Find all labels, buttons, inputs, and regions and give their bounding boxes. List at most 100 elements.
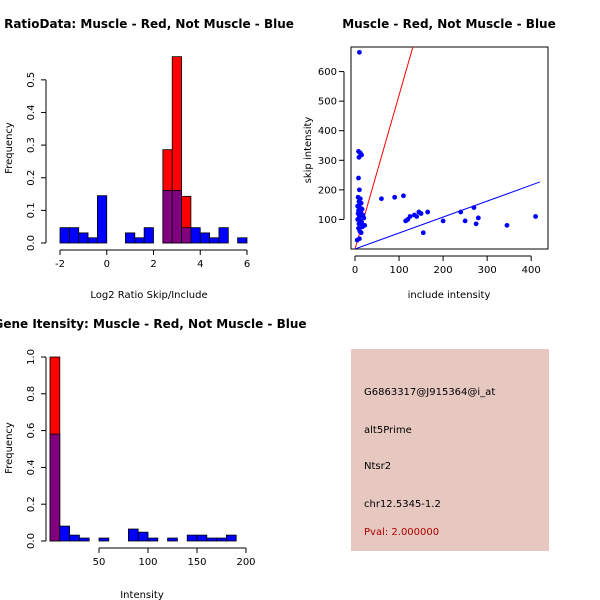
ratio-histogram-xlabel: Log2 Ratio Skip/Include — [90, 290, 207, 301]
scatter-muscle-reference-line — [354, 47, 414, 249]
scatter-point-38 — [414, 214, 420, 219]
scatter-x-tick-label-0: 0 — [352, 265, 358, 276]
scatter-x-tick-label-2: 200 — [434, 265, 453, 276]
scatter-point-44 — [458, 209, 464, 215]
ratio-histogram-y-tick-label-1: 0.1 — [26, 202, 37, 218]
ratio-histogram-y-tick-label-5: 0.5 — [26, 72, 37, 88]
scatter-xlabel: include intensity — [408, 290, 491, 301]
intensity-histogram-not-muscle-bar-13 — [225, 534, 237, 542]
scatter-point-49 — [504, 222, 510, 228]
ratio-histogram-panel: RatioData: Muscle - Red, Not Muscle - Bl… — [4, 17, 294, 301]
scatter-point-4 — [356, 154, 362, 160]
intensity-histogram-x-tick-label-2: 150 — [187, 557, 206, 568]
ratio-histogram-not-muscle-bar-4 — [97, 195, 108, 244]
ratio-histogram-y-tick-label-0: 0.0 — [26, 235, 37, 251]
scatter-y-tick-label-2: 300 — [318, 156, 337, 167]
intensity-histogram-not-muscle-bar-7 — [147, 537, 159, 542]
scatter-point-30 — [354, 237, 360, 243]
ratio-histogram-not-muscle-bar-2 — [78, 232, 89, 244]
scatter-point-10 — [358, 200, 364, 206]
scatter-point-31 — [379, 196, 384, 202]
gene-name: Ntsr2 — [364, 461, 392, 472]
ratio-histogram-y-tick-label-4: 0.4 — [26, 105, 37, 121]
intensity-histogram-not-muscle-bar-12 — [216, 537, 227, 542]
scatter-y-tick-label-5: 600 — [318, 67, 337, 78]
scatter-point-6 — [357, 187, 362, 193]
ratio-histogram-y-tick-label-2: 0.2 — [26, 170, 37, 186]
scatter-point-23 — [356, 221, 362, 227]
ratio-histogram-not-muscle-bar-11 — [190, 227, 201, 244]
scatter-point-25 — [360, 224, 365, 230]
ratio-histogram-ylabel: Frequency — [4, 122, 15, 174]
scatter-point-46 — [471, 205, 477, 211]
ratio-histogram-x-tick-label-2: 2 — [150, 259, 156, 270]
intensity-histogram-not-muscle-bar-10 — [196, 534, 208, 542]
scatter-point-43 — [440, 218, 446, 224]
ratio-histogram-not-muscle-bar-12 — [199, 232, 210, 244]
scatter-point-48 — [475, 215, 481, 221]
ratio-histogram-title: RatioData: Muscle - Red, Not Muscle - Bl… — [4, 17, 294, 31]
scatter-ylabel: skip intensity — [303, 117, 314, 184]
intensity-histogram-not-muscle-bar-3 — [79, 537, 90, 542]
intensity-histogram-x-tick-label-1: 100 — [138, 557, 157, 568]
probe-id: G6863317@J915364@i_at — [364, 387, 496, 398]
scatter-point-0 — [357, 49, 362, 55]
ratio-histogram-axes: -2 0 2 4 6 0.0 0.1 0.2 0.3 0.4 0.5 — [26, 72, 250, 270]
intensity-histogram-bars — [49, 356, 237, 542]
scatter-y-tick-label-1: 200 — [318, 185, 337, 196]
ratio-histogram-not-muscle-bar-14 — [218, 227, 229, 244]
ratio-histogram-x-tick-label-4: 6 — [244, 259, 250, 270]
intensity-histogram-not-muscle-bar-6 — [137, 531, 149, 542]
scatter-y-tick-label-0: 100 — [318, 215, 337, 226]
intensity-histogram-y-tick-label-0: 0.0 — [26, 533, 37, 549]
intensity-histogram-y-tick-label-3: 0.6 — [26, 423, 37, 439]
ratio-histogram-bars — [59, 56, 248, 244]
scatter-point-19 — [361, 215, 367, 221]
scatter-point-32 — [392, 194, 398, 200]
scatter-x-tick-label-4: 400 — [522, 265, 541, 276]
ratio-histogram-x-tick-label-0: -2 — [55, 259, 65, 270]
ratio-histogram-not-muscle-bar-5 — [125, 232, 136, 244]
ratio-histogram-not-muscle-bar-3 — [87, 237, 98, 244]
genomic-location: chr12.5345-1.2 — [364, 499, 441, 510]
scatter-axes: 0 100 200 300 400 100 200 300 400 500 600 — [318, 67, 541, 276]
intensity-histogram-x-tick-label-3: 200 — [236, 557, 255, 568]
scatter-y-tick-label-4: 500 — [318, 97, 337, 108]
scatter-point-41 — [420, 230, 426, 236]
scatter-point-28 — [358, 230, 364, 236]
intensity-histogram-not-muscle-bar-8 — [167, 537, 178, 542]
scatter-plot-area — [354, 47, 541, 249]
ratio-histogram-x-tick-label-3: 4 — [197, 259, 203, 270]
scatter-y-tick-label-3: 400 — [318, 126, 337, 137]
intensity-histogram-not-muscle-bar-1 — [59, 525, 70, 542]
ratio-histogram-y-tick-label-3: 0.3 — [26, 137, 37, 153]
ratio-histogram-not-muscle-bar-10 — [181, 227, 192, 244]
intensity-histogram-panel: Gene Itensity: Muscle - Red, Not Muscle … — [0, 317, 307, 600]
intensity-histogram-not-muscle-bar-2 — [69, 534, 80, 542]
scatter-point-5 — [356, 175, 361, 181]
info-box: G6863317@J915364@i_at alt5Prime Ntsr2 ch… — [351, 349, 549, 551]
ratio-histogram-not-muscle-bar-13 — [209, 237, 220, 244]
ratio-histogram-not-muscle-bar-15 — [237, 237, 248, 244]
ratio-histogram-not-muscle-bar-0 — [59, 227, 70, 244]
ratio-histogram-not-muscle-bar-7 — [143, 227, 154, 244]
scatter-point-36 — [407, 214, 413, 219]
scatter-plot-frame — [350, 46, 549, 250]
p-value: Pval: 2.000000 — [364, 527, 440, 538]
intensity-histogram-y-tick-label-1: 0.2 — [26, 496, 37, 512]
ratio-histogram-not-muscle-bar-6 — [134, 237, 145, 244]
intensity-histogram-x-tick-label-0: 50 — [93, 557, 106, 568]
scatter-point-40 — [416, 209, 422, 215]
scatter-point-47 — [473, 221, 479, 227]
scatter-x-tick-label-1: 100 — [390, 265, 409, 276]
intensity-histogram-not-muscle-bar-0 — [49, 433, 61, 542]
ratio-histogram-not-muscle-bar-1 — [68, 227, 80, 244]
scatter-point-33 — [401, 193, 406, 199]
scatter-panel: Muscle - Red, Not Muscle - Blue include … — [303, 17, 556, 301]
intensity-histogram-y-tick-label-2: 0.4 — [26, 459, 37, 475]
ratio-histogram-not-muscle-bar-9 — [171, 190, 182, 244]
scatter-x-tick-label-3: 300 — [478, 265, 497, 276]
scatter-not-muscle-reference-line — [354, 181, 541, 249]
intensity-histogram-axes: 50 100 150 200 0.0 0.2 0.4 0.6 0.8 1.0 — [26, 349, 256, 568]
